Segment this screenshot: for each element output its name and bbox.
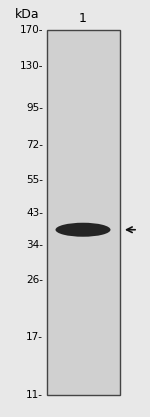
Bar <box>47 30 120 395</box>
Text: 170-: 170- <box>20 25 43 35</box>
Ellipse shape <box>56 223 111 237</box>
Text: 95-: 95- <box>26 103 43 113</box>
Text: 11-: 11- <box>26 390 43 400</box>
Text: 34-: 34- <box>26 239 43 249</box>
Text: 43-: 43- <box>26 208 43 218</box>
Text: 55-: 55- <box>26 176 43 186</box>
Text: kDa: kDa <box>15 8 40 21</box>
Text: 1: 1 <box>79 12 87 25</box>
Text: 72-: 72- <box>26 140 43 150</box>
Text: 130-: 130- <box>20 61 43 71</box>
Text: 17-: 17- <box>26 332 43 342</box>
Text: 26-: 26- <box>26 275 43 285</box>
